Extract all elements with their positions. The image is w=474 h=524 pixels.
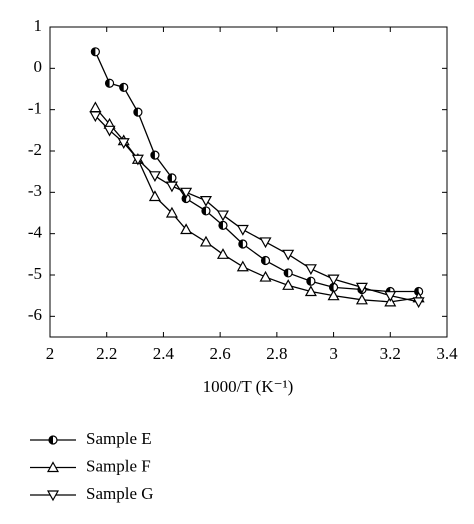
legend-marker xyxy=(46,461,60,473)
marker-fill xyxy=(306,277,311,286)
x-tick-label: 2.6 xyxy=(210,344,231,363)
marker-fill xyxy=(150,151,155,160)
y-tick-label: -2 xyxy=(28,140,42,159)
x-tick-label: 3 xyxy=(329,344,338,363)
y-tick-label: -1 xyxy=(28,99,42,118)
y-tick-label: -4 xyxy=(28,223,43,242)
marker xyxy=(148,171,161,183)
marker xyxy=(259,237,272,249)
marker-fill xyxy=(91,47,96,56)
series-line xyxy=(94,115,419,303)
marker-fill xyxy=(329,283,334,292)
marker xyxy=(117,138,130,149)
marker xyxy=(355,282,368,294)
marker-fill xyxy=(133,108,138,117)
marker-fill xyxy=(238,240,243,248)
marker xyxy=(103,125,116,137)
plot-frame xyxy=(49,26,448,338)
y-tick-label: 1 xyxy=(34,16,43,35)
x-tick-label: 2 xyxy=(46,344,55,363)
marker xyxy=(180,223,193,235)
marker xyxy=(199,235,212,247)
marker-fill xyxy=(261,256,266,265)
marker xyxy=(216,210,229,222)
marker-fill xyxy=(105,79,110,88)
marker xyxy=(259,270,272,282)
marker-fill xyxy=(119,83,124,92)
x-tick-label: 2.8 xyxy=(266,344,287,363)
legend-label: Sample G xyxy=(86,484,154,503)
marker xyxy=(304,264,317,276)
marker-fill xyxy=(218,221,223,230)
marker xyxy=(384,291,397,302)
marker xyxy=(412,297,425,309)
x-tick-label: 2.2 xyxy=(96,344,117,363)
x-tick-label: 3.2 xyxy=(380,344,401,363)
series-line xyxy=(94,107,419,303)
legend-marker xyxy=(46,490,60,502)
x-tick-label: 3.4 xyxy=(436,344,458,363)
legend-label: Sample F xyxy=(86,456,151,475)
marker-fill xyxy=(49,436,53,444)
marker xyxy=(282,249,295,261)
x-axis-label: 1000/T (K⁻¹) xyxy=(203,377,294,396)
marker xyxy=(180,187,193,199)
marker xyxy=(199,196,212,207)
y-tick-label: -5 xyxy=(28,264,42,283)
y-tick-label: 0 xyxy=(34,57,43,76)
marker xyxy=(355,293,368,305)
marker xyxy=(148,190,161,202)
marker xyxy=(89,111,102,123)
marker xyxy=(304,285,317,297)
marker xyxy=(89,101,102,113)
marker xyxy=(165,206,178,218)
legend-label: Sample E xyxy=(86,429,152,448)
marker xyxy=(327,274,340,286)
marker xyxy=(236,224,249,236)
y-tick-label: -6 xyxy=(28,305,42,324)
x-tick-label: 2.4 xyxy=(153,344,175,363)
marker xyxy=(216,248,229,259)
marker-fill xyxy=(201,206,206,215)
marker xyxy=(327,289,340,301)
marker xyxy=(131,154,144,166)
marker xyxy=(165,181,178,193)
marker-fill xyxy=(167,173,172,182)
y-tick-label: -3 xyxy=(28,181,42,200)
marker xyxy=(282,279,295,290)
marker xyxy=(236,260,249,272)
marker-fill xyxy=(284,268,289,277)
